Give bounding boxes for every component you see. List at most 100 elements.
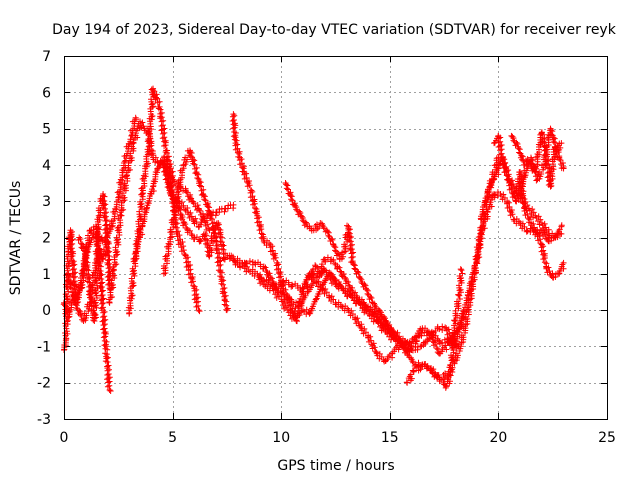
data-point bbox=[217, 261, 224, 268]
data-point bbox=[92, 274, 99, 281]
data-point bbox=[108, 293, 115, 300]
data-point bbox=[90, 317, 97, 324]
data-point bbox=[165, 240, 172, 247]
data-point bbox=[363, 286, 370, 293]
data-point bbox=[337, 268, 344, 275]
data-point bbox=[91, 317, 98, 324]
tick-labels: 0 5 10 15 20 25 -3 -2 -1 0 1 2 3 4 5 6 7 bbox=[37, 49, 616, 446]
data-point bbox=[149, 113, 156, 120]
data-point bbox=[190, 282, 197, 289]
data-point bbox=[179, 214, 186, 221]
data-point bbox=[65, 276, 72, 283]
data-point bbox=[132, 256, 139, 263]
data-point bbox=[154, 95, 161, 102]
data-point bbox=[104, 259, 111, 266]
data-point bbox=[331, 260, 338, 267]
data-point bbox=[218, 245, 225, 252]
data-point bbox=[150, 188, 157, 195]
data-point bbox=[96, 262, 103, 269]
data-point bbox=[130, 136, 137, 143]
data-point bbox=[107, 286, 114, 293]
data-point bbox=[162, 264, 169, 271]
data-point bbox=[67, 284, 74, 291]
data-point bbox=[168, 228, 175, 235]
data-point bbox=[176, 205, 183, 212]
data-point bbox=[207, 215, 214, 222]
data-point bbox=[77, 240, 84, 247]
data-point bbox=[64, 283, 71, 290]
data-point bbox=[196, 182, 203, 189]
data-point bbox=[72, 301, 79, 308]
data-point bbox=[130, 145, 137, 152]
data-point bbox=[143, 205, 150, 212]
data-point bbox=[173, 199, 180, 206]
data-point bbox=[153, 91, 160, 98]
data-point bbox=[138, 200, 145, 207]
data-point bbox=[196, 206, 203, 213]
data-point bbox=[341, 274, 348, 281]
data-point bbox=[344, 278, 351, 285]
data-point bbox=[336, 264, 343, 271]
data-point bbox=[152, 94, 159, 101]
data-point bbox=[106, 386, 113, 393]
data-point bbox=[190, 160, 197, 167]
y-tick-label: 4 bbox=[42, 158, 51, 174]
data-point bbox=[122, 182, 129, 189]
data-point bbox=[134, 134, 141, 141]
data-point bbox=[344, 222, 351, 229]
data-point bbox=[139, 231, 146, 238]
data-point bbox=[170, 177, 177, 184]
data-point bbox=[102, 358, 109, 365]
data-point bbox=[82, 248, 89, 255]
data-point bbox=[213, 245, 220, 252]
data-point bbox=[140, 172, 147, 179]
data-point bbox=[222, 292, 229, 299]
data-point bbox=[111, 254, 118, 261]
data-point bbox=[197, 221, 204, 228]
data-point bbox=[180, 243, 187, 250]
data-point bbox=[126, 294, 133, 301]
data-point bbox=[104, 383, 111, 390]
data-point bbox=[74, 292, 81, 299]
data-point bbox=[146, 115, 153, 122]
data-point bbox=[142, 163, 149, 170]
data-point bbox=[99, 255, 106, 262]
data-point bbox=[73, 304, 80, 311]
data-point bbox=[164, 156, 171, 163]
data-point bbox=[246, 258, 253, 265]
data-point bbox=[187, 209, 194, 216]
data-point bbox=[194, 174, 201, 181]
data-point bbox=[93, 264, 100, 271]
data-point bbox=[152, 168, 159, 175]
data-point bbox=[99, 197, 106, 204]
data-point bbox=[132, 114, 139, 121]
data-point bbox=[102, 250, 109, 257]
data-point bbox=[62, 330, 69, 337]
data-point bbox=[164, 252, 171, 259]
data-point bbox=[136, 208, 143, 215]
data-point bbox=[196, 308, 203, 315]
data-point bbox=[134, 228, 141, 235]
y-tick-label: -2 bbox=[37, 376, 51, 392]
data-point bbox=[108, 223, 115, 230]
data-point bbox=[131, 118, 138, 125]
data-point bbox=[112, 244, 119, 251]
data-point bbox=[122, 164, 129, 171]
data-point bbox=[118, 199, 125, 206]
data-point bbox=[121, 158, 128, 165]
data-point bbox=[83, 270, 90, 277]
data-point bbox=[107, 387, 114, 394]
data-point bbox=[101, 212, 108, 219]
data-point bbox=[132, 250, 139, 257]
data-point bbox=[433, 345, 440, 352]
data-point bbox=[100, 334, 107, 341]
data-point bbox=[94, 238, 101, 245]
data-point bbox=[157, 113, 164, 120]
data-point bbox=[104, 234, 111, 241]
data-point bbox=[147, 190, 154, 197]
data-point bbox=[79, 267, 86, 274]
data-point bbox=[199, 213, 206, 220]
data-point bbox=[137, 225, 144, 232]
data-point bbox=[68, 257, 75, 264]
data-point bbox=[171, 178, 178, 185]
